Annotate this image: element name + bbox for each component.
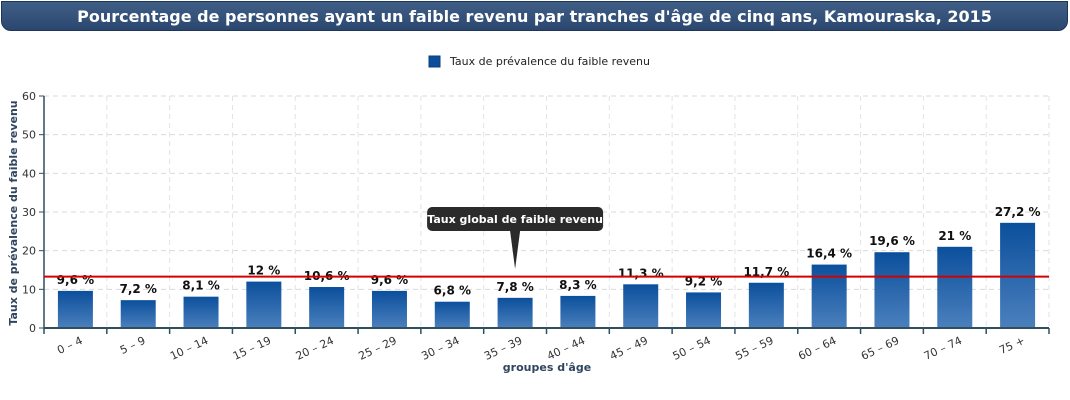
data-label: 21 % bbox=[938, 229, 971, 243]
y-tick-label: 60 bbox=[22, 90, 36, 103]
chart-title-bar: Pourcentage de personnes ayant un faible… bbox=[1, 1, 1068, 31]
bar bbox=[1000, 222, 1036, 328]
data-label: 9,2 % bbox=[685, 274, 722, 288]
chart-title: Pourcentage de personnes ayant un faible… bbox=[77, 6, 992, 26]
bar bbox=[183, 296, 219, 328]
bar bbox=[371, 290, 407, 328]
y-tick-label: 10 bbox=[22, 283, 36, 296]
y-tick-label: 50 bbox=[22, 129, 36, 142]
x-axis-title: groupes d'âge bbox=[503, 361, 591, 374]
bar bbox=[560, 295, 596, 328]
bar bbox=[686, 292, 722, 328]
bar bbox=[748, 282, 784, 328]
x-tick-label: 10 – 14 bbox=[168, 334, 210, 363]
x-tick-label: 75 + bbox=[997, 334, 1027, 357]
x-tick-label: 70 – 74 bbox=[922, 334, 964, 363]
bar bbox=[937, 246, 973, 328]
bar bbox=[874, 252, 910, 328]
y-tick-label: 0 bbox=[29, 322, 36, 335]
data-label: 16,4 % bbox=[806, 247, 852, 261]
reference-tooltip-label: Taux global de faible revenu bbox=[427, 213, 603, 226]
data-label: 8,3 % bbox=[559, 278, 596, 292]
x-tick-label: 50 – 54 bbox=[671, 334, 713, 363]
x-tick-label: 5 – 9 bbox=[118, 334, 148, 357]
y-tick-label: 20 bbox=[22, 245, 36, 258]
bar bbox=[120, 300, 156, 328]
x-tick-label: 40 – 44 bbox=[545, 334, 587, 363]
data-label: 9,6 % bbox=[371, 273, 408, 287]
bar bbox=[623, 284, 659, 328]
y-tick-label: 30 bbox=[22, 206, 36, 219]
x-tick-label: 20 – 24 bbox=[294, 334, 336, 363]
data-label: 11,7 % bbox=[743, 265, 789, 279]
bar bbox=[497, 297, 533, 328]
x-tick-label: 55 – 59 bbox=[733, 334, 775, 363]
y-axis-title: Taux de prévalence du faible revenu bbox=[7, 100, 20, 325]
data-label: 19,6 % bbox=[869, 234, 915, 248]
x-tick-label: 30 – 34 bbox=[419, 334, 461, 363]
legend-swatch bbox=[428, 55, 441, 68]
bar bbox=[246, 281, 282, 328]
reference-tooltip-pointer bbox=[510, 231, 521, 269]
y-tick-label: 40 bbox=[22, 167, 36, 180]
bar-series bbox=[57, 222, 1036, 328]
data-label: 9,6 % bbox=[57, 273, 94, 287]
x-tick-label: 60 – 64 bbox=[796, 334, 838, 363]
bar bbox=[309, 287, 345, 328]
reference-tooltip-box bbox=[427, 207, 604, 231]
x-tick-label: 0 – 4 bbox=[55, 334, 85, 357]
data-label: 27,2 % bbox=[995, 205, 1041, 219]
x-tick-label: 65 – 69 bbox=[859, 334, 901, 363]
chart-legend: Taux de prévalence du faible revenu bbox=[428, 55, 650, 68]
legend-label: Taux de prévalence du faible revenu bbox=[449, 55, 650, 68]
x-tick-label: 15 – 19 bbox=[231, 334, 273, 363]
bar bbox=[811, 264, 847, 328]
data-label: 7,8 % bbox=[496, 280, 533, 294]
data-label: 7,2 % bbox=[119, 282, 156, 296]
data-label: 12 % bbox=[247, 264, 280, 278]
data-label: 11,3 % bbox=[618, 266, 664, 280]
x-tick-label: 35 – 39 bbox=[482, 334, 524, 363]
data-label: 8,1 % bbox=[182, 279, 219, 293]
reference-line-group: Taux global de faible revenu bbox=[44, 207, 1049, 278]
x-tick-label: 45 – 49 bbox=[608, 334, 650, 363]
bar bbox=[434, 301, 470, 328]
x-tick-label: 25 – 29 bbox=[357, 334, 399, 363]
data-label: 6,8 % bbox=[434, 284, 471, 298]
bar bbox=[57, 290, 93, 328]
